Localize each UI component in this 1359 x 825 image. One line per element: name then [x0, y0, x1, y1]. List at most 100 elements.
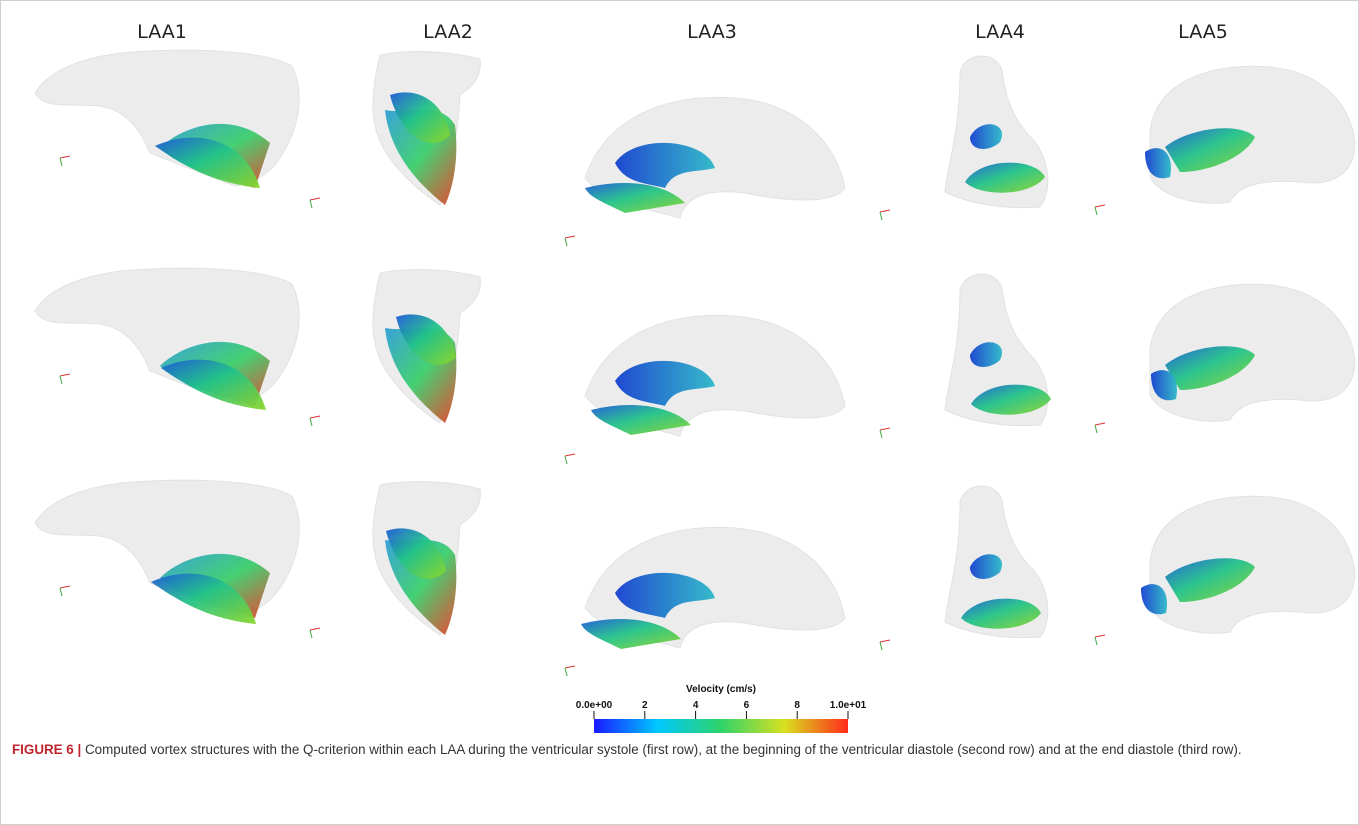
axis-y — [59, 375, 63, 385]
axis-y — [1094, 424, 1098, 434]
vortex-structure — [386, 528, 446, 579]
colorbar-tick-label: 8 — [794, 700, 800, 711]
vortex-structure — [591, 405, 691, 435]
vortex-structure — [1141, 584, 1167, 615]
axis-x — [1094, 204, 1106, 208]
orientation-axes — [564, 235, 576, 247]
laa-surface — [1149, 495, 1356, 634]
axis-y — [564, 667, 568, 677]
axis-x — [1094, 422, 1106, 426]
axis-y — [59, 157, 63, 167]
axis-x — [59, 155, 71, 159]
laa-model — [564, 96, 846, 247]
axis-x — [879, 209, 891, 213]
axis-x — [879, 639, 891, 643]
colorbar-tick-label: 4 — [693, 700, 699, 711]
orientation-axes — [309, 415, 321, 427]
axis-y — [879, 641, 883, 651]
column-label: LAA2 — [423, 21, 473, 43]
caption-label: FIGURE 6 | — [12, 742, 82, 757]
axis-y — [1094, 206, 1098, 216]
vortex-structure — [970, 124, 1003, 149]
vortex-structure — [396, 314, 456, 365]
axis-x — [309, 627, 321, 631]
orientation-axes — [59, 373, 71, 385]
vortex-structure — [615, 142, 715, 188]
laa-surface — [584, 314, 846, 437]
vortex-structure — [1151, 370, 1177, 401]
vortex-structure — [585, 183, 685, 213]
axis-y — [309, 417, 313, 427]
vortex-structure — [390, 92, 450, 143]
vortex-structure — [1165, 128, 1255, 172]
axis-x — [564, 665, 576, 669]
laa-surface — [584, 526, 846, 649]
vortex-structure — [965, 162, 1045, 193]
colorbar-title: Velocity (cm/s) — [686, 684, 756, 695]
orientation-axes — [564, 453, 576, 465]
axis-y — [564, 237, 568, 247]
vortex-structure — [161, 359, 266, 410]
axis-y — [879, 429, 883, 439]
axis-x — [59, 585, 71, 589]
laa-model — [879, 55, 1049, 221]
column-label: LAA1 — [137, 21, 187, 43]
column-label: LAA4 — [975, 21, 1025, 43]
orientation-axes — [564, 665, 576, 677]
vortex-structure — [961, 598, 1041, 629]
caption-text: Computed vortex structures with the Q-cr… — [84, 742, 1242, 757]
vortex-structure — [155, 137, 260, 188]
axis-x — [309, 197, 321, 201]
axis-x — [59, 373, 71, 377]
orientation-axes — [309, 197, 321, 209]
vortex-structure — [615, 572, 715, 618]
laa-surface — [1149, 283, 1356, 422]
axis-y — [59, 587, 63, 597]
colorbar-tick-label: 0.0e+00 — [576, 700, 613, 711]
colorbar-tick-label: 2 — [642, 700, 648, 711]
laa-model — [34, 479, 300, 624]
vortex-structure — [1165, 558, 1255, 602]
laa-model — [309, 269, 481, 427]
orientation-axes — [879, 209, 891, 221]
vortex-structure — [581, 619, 681, 649]
axis-x — [1094, 634, 1106, 638]
orientation-axes — [59, 585, 71, 597]
laa-model — [309, 51, 481, 209]
orientation-axes — [879, 427, 891, 439]
vortex-structure — [615, 360, 715, 406]
orientation-axes — [1094, 634, 1106, 646]
colorbar-tick-label: 1.0e+01 — [830, 700, 867, 711]
laa-model — [1094, 65, 1356, 216]
axis-y — [309, 629, 313, 639]
axis-x — [564, 235, 576, 239]
vortex-structure — [970, 554, 1003, 579]
laa-model — [564, 526, 846, 677]
laa-model — [1094, 283, 1356, 434]
laa-model — [1094, 495, 1356, 646]
laa-model — [879, 273, 1051, 439]
orientation-axes — [59, 155, 71, 167]
axis-y — [309, 199, 313, 209]
laa-model — [34, 49, 300, 188]
vortex-structure — [970, 342, 1003, 367]
orientation-axes — [879, 639, 891, 651]
laa-surface — [1149, 65, 1356, 204]
vortex-structure — [1165, 346, 1255, 390]
column-label: LAA5 — [1178, 21, 1228, 43]
axis-x — [309, 415, 321, 419]
laa-model — [34, 267, 300, 410]
vortex-structure — [151, 573, 256, 624]
axis-x — [564, 453, 576, 457]
laa-model — [564, 314, 846, 465]
orientation-axes — [1094, 422, 1106, 434]
axis-y — [564, 455, 568, 465]
orientation-axes — [1094, 204, 1106, 216]
axis-y — [879, 211, 883, 221]
axis-x — [879, 427, 891, 431]
colorbar — [594, 719, 848, 733]
column-label: LAA3 — [687, 21, 737, 43]
colorbar-tick-label: 6 — [744, 700, 750, 711]
axis-y — [1094, 636, 1098, 646]
